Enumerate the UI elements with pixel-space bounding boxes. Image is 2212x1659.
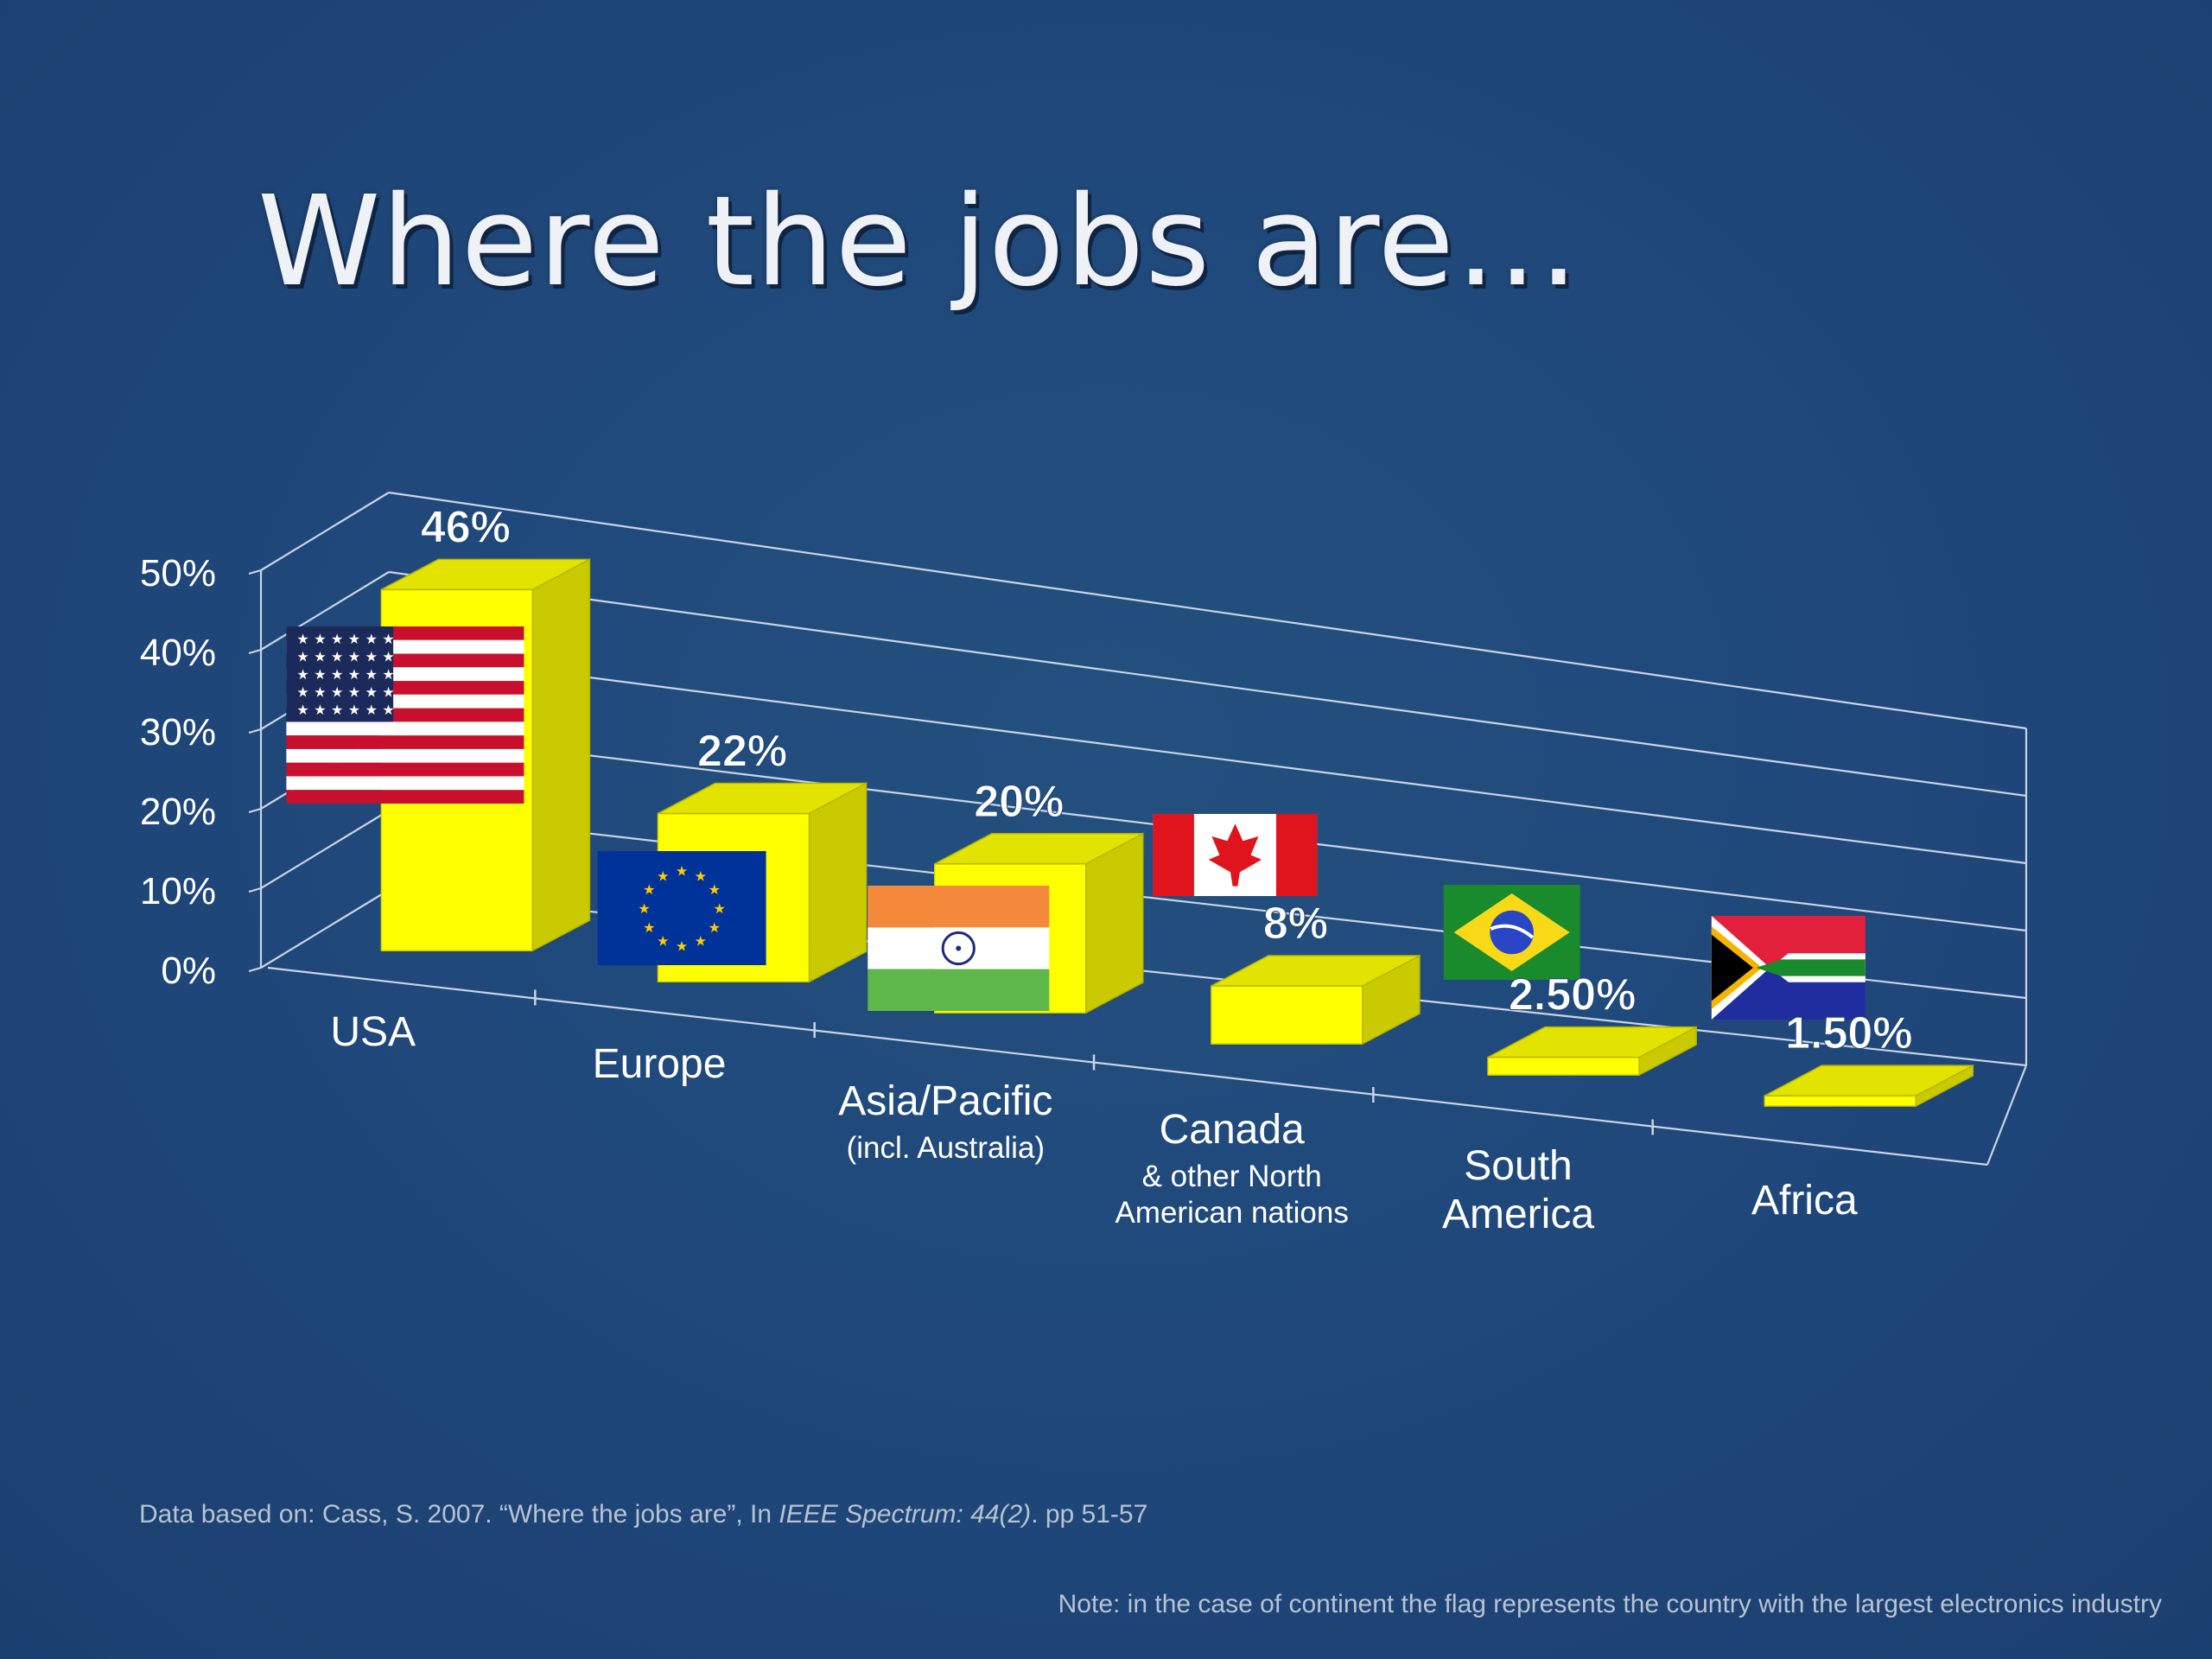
svg-text:★: ★ (314, 649, 326, 665)
svg-text:★: ★ (331, 631, 343, 647)
data-label: 46% (421, 502, 511, 552)
y-tick-label: 0% (161, 950, 216, 992)
svg-text:★: ★ (382, 666, 394, 683)
svg-text:★: ★ (713, 900, 725, 917)
svg-text:★: ★ (695, 868, 707, 884)
flag-note: Note: in the case of continent the flag … (1058, 1590, 2162, 1618)
gridline-side (260, 571, 390, 651)
svg-text:★: ★ (382, 631, 394, 647)
x-axis (267, 966, 1988, 1166)
svg-text:★: ★ (314, 666, 326, 683)
svg-text:★: ★ (296, 631, 308, 647)
svg-text:★: ★ (695, 933, 707, 950)
chart-labels: 46% 22% 20% 8% 2.50% 1.50% USA Europe Asia/Pacif… (330, 502, 1913, 1237)
flag-india-icon (868, 886, 1050, 1011)
svg-text:★: ★ (643, 919, 655, 936)
y-tick (248, 648, 262, 655)
category-label: USA (330, 1009, 416, 1055)
y-tick-label: 30% (140, 711, 216, 753)
flag-south-africa-icon (1711, 916, 1866, 1020)
y-tick (248, 569, 262, 575)
y-tick-label: 10% (140, 870, 216, 912)
svg-text:★: ★ (331, 702, 343, 718)
svg-text:★: ★ (296, 666, 308, 683)
bar (1211, 954, 1421, 1046)
svg-text:★: ★ (348, 684, 360, 701)
svg-text:★: ★ (314, 631, 326, 647)
flag-usa-icon: ★ ★ ★ ★ ★ ★★ ★ ★ ★ ★ ★★ ★ ★ ★ ★ ★★ ★ ★ ★ ★ ★★ ★ ★ ★ ★ ★ (286, 626, 524, 804)
gridline (388, 650, 2027, 865)
svg-text:★: ★ (314, 684, 326, 701)
category-label: Asia/Pacific (838, 1078, 1052, 1124)
flags: ★ ★ ★ ★ ★ ★★ ★ ★ ★ ★ ★★ ★ ★ ★ ★ ★★ ★ ★ ★ ★ ★★ ★ ★ ★ ★ ★★★★★★★★★★ ★… (286, 626, 1866, 1020)
category-sublabel: (incl. Australia) (847, 1131, 1046, 1165)
svg-text:★: ★ (365, 631, 378, 647)
svg-text:★: ★ (676, 938, 688, 955)
data-label: 20% (974, 777, 1064, 827)
y-tick (248, 887, 262, 893)
svg-text:★: ★ (348, 631, 360, 647)
bar (1487, 1026, 1697, 1077)
source-journal: IEEE Spectrum: 44(2) (779, 1500, 1032, 1529)
gridline-side (260, 492, 390, 571)
svg-text:★: ★ (348, 649, 360, 665)
slide-title: Where the jobs are… (257, 168, 1580, 314)
source-note: Data based on: Cass, S. 2007. “Where the… (139, 1500, 1147, 1529)
svg-text:★: ★ (709, 919, 721, 936)
flag-canada-icon (1153, 814, 1318, 896)
data-label: 8% (1263, 899, 1328, 949)
svg-text:★: ★ (314, 702, 326, 718)
bar (1764, 1064, 1974, 1108)
category-sublabel: American nations (1115, 1196, 1348, 1230)
category-label: Africa (1751, 1178, 1858, 1224)
svg-text:★: ★ (348, 702, 360, 718)
gridline-side (260, 810, 390, 889)
svg-text:★: ★ (382, 702, 394, 718)
data-label: 1.50% (1785, 1008, 1912, 1058)
svg-text:★: ★ (643, 881, 655, 898)
y-tick-label: 20% (140, 791, 216, 833)
svg-text:★: ★ (296, 649, 308, 665)
svg-text:★: ★ (709, 881, 721, 898)
svg-text:★: ★ (365, 684, 378, 701)
svg-text:★: ★ (657, 868, 669, 884)
svg-text:★: ★ (365, 666, 378, 683)
gridline (388, 570, 2027, 798)
svg-text:★: ★ (382, 684, 394, 701)
y-tick-label: 40% (140, 632, 216, 674)
category-label: Europe (593, 1041, 727, 1087)
svg-text:★: ★ (676, 862, 688, 879)
svg-text:★: ★ (382, 649, 394, 665)
source-suffix: . pp 51-57 (1031, 1500, 1148, 1529)
y-tick (248, 728, 262, 734)
svg-text:★: ★ (331, 666, 343, 683)
svg-text:★: ★ (296, 684, 308, 701)
y-tick (248, 966, 262, 973)
source-prefix: Data based on: Cass, S. 2007. “Where the… (139, 1500, 779, 1529)
gridline-side (260, 889, 390, 969)
category-label: South (1464, 1143, 1572, 1189)
svg-text:★: ★ (331, 649, 343, 665)
svg-text:★: ★ (365, 702, 378, 718)
svg-text:★: ★ (296, 702, 308, 718)
y-tick-label: 50% (140, 552, 216, 594)
flag-brazil-icon (1443, 885, 1580, 980)
svg-text:★: ★ (638, 900, 650, 917)
svg-text:★: ★ (365, 649, 378, 665)
y-tick (248, 807, 262, 814)
category-label: America (1442, 1192, 1594, 1237)
svg-text:★: ★ (331, 684, 343, 701)
gridline (388, 491, 2027, 730)
svg-text:★: ★ (657, 933, 669, 950)
data-label: 2.50% (1509, 970, 1636, 1020)
flag-eu-icon: ★★★★★★★★★ ★ ★★ (597, 851, 766, 965)
category-label: Canada (1160, 1107, 1305, 1153)
data-label: 22% (697, 726, 787, 776)
floor-edge (1986, 1065, 2028, 1166)
svg-text:★: ★ (348, 666, 360, 683)
y-axis-ticks: 0% 10% 20% 30% 40% 50% (140, 552, 216, 992)
category-sublabel: & other North (1142, 1160, 1322, 1193)
